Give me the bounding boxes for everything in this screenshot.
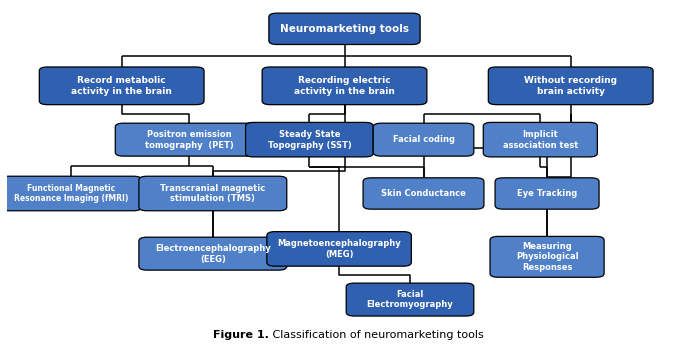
Text: Functional Magnetic
Resonance Imaging (fMRI): Functional Magnetic Resonance Imaging (f… bbox=[14, 184, 128, 203]
FancyBboxPatch shape bbox=[363, 178, 484, 209]
FancyBboxPatch shape bbox=[267, 232, 411, 266]
FancyBboxPatch shape bbox=[139, 176, 287, 211]
Text: Neuromarketing tools: Neuromarketing tools bbox=[280, 24, 409, 34]
FancyBboxPatch shape bbox=[245, 122, 373, 157]
FancyBboxPatch shape bbox=[269, 13, 420, 45]
FancyBboxPatch shape bbox=[483, 122, 597, 157]
Text: Electroencephalography
(EEG): Electroencephalography (EEG) bbox=[155, 244, 271, 263]
Text: Facial
Electromyography: Facial Electromyography bbox=[367, 290, 453, 309]
Text: Without recording
brain activity: Without recording brain activity bbox=[524, 76, 617, 96]
Text: Facial coding: Facial coding bbox=[393, 135, 455, 144]
FancyBboxPatch shape bbox=[139, 237, 287, 270]
Text: Skin Conductance: Skin Conductance bbox=[381, 189, 466, 198]
FancyBboxPatch shape bbox=[262, 67, 427, 105]
Text: Transcranial magnetic
stimulation (TMS): Transcranial magnetic stimulation (TMS) bbox=[161, 184, 265, 203]
FancyBboxPatch shape bbox=[1, 176, 142, 211]
Text: Recording electric
activity in the brain: Recording electric activity in the brain bbox=[294, 76, 395, 96]
Text: Classification of neuromarketing tools: Classification of neuromarketing tools bbox=[269, 330, 484, 340]
FancyBboxPatch shape bbox=[346, 283, 474, 316]
Text: Record metabolic
activity in the brain: Record metabolic activity in the brain bbox=[71, 76, 172, 96]
Text: Measuring
Physiological
Responses: Measuring Physiological Responses bbox=[516, 242, 578, 272]
Text: Figure 1.: Figure 1. bbox=[213, 330, 269, 340]
FancyBboxPatch shape bbox=[373, 123, 474, 156]
FancyBboxPatch shape bbox=[490, 236, 604, 277]
FancyBboxPatch shape bbox=[495, 178, 599, 209]
Text: Eye Tracking: Eye Tracking bbox=[517, 189, 577, 198]
FancyBboxPatch shape bbox=[115, 123, 263, 156]
FancyBboxPatch shape bbox=[489, 67, 653, 105]
Text: Implicit
association test: Implicit association test bbox=[503, 130, 578, 150]
Text: Magnetoencephalography
(MEG): Magnetoencephalography (MEG) bbox=[277, 239, 401, 259]
Text: Steady State
Topography (SST): Steady State Topography (SST) bbox=[267, 130, 351, 150]
FancyBboxPatch shape bbox=[39, 67, 204, 105]
Text: Positron emission
tomography  (PET): Positron emission tomography (PET) bbox=[145, 130, 234, 150]
